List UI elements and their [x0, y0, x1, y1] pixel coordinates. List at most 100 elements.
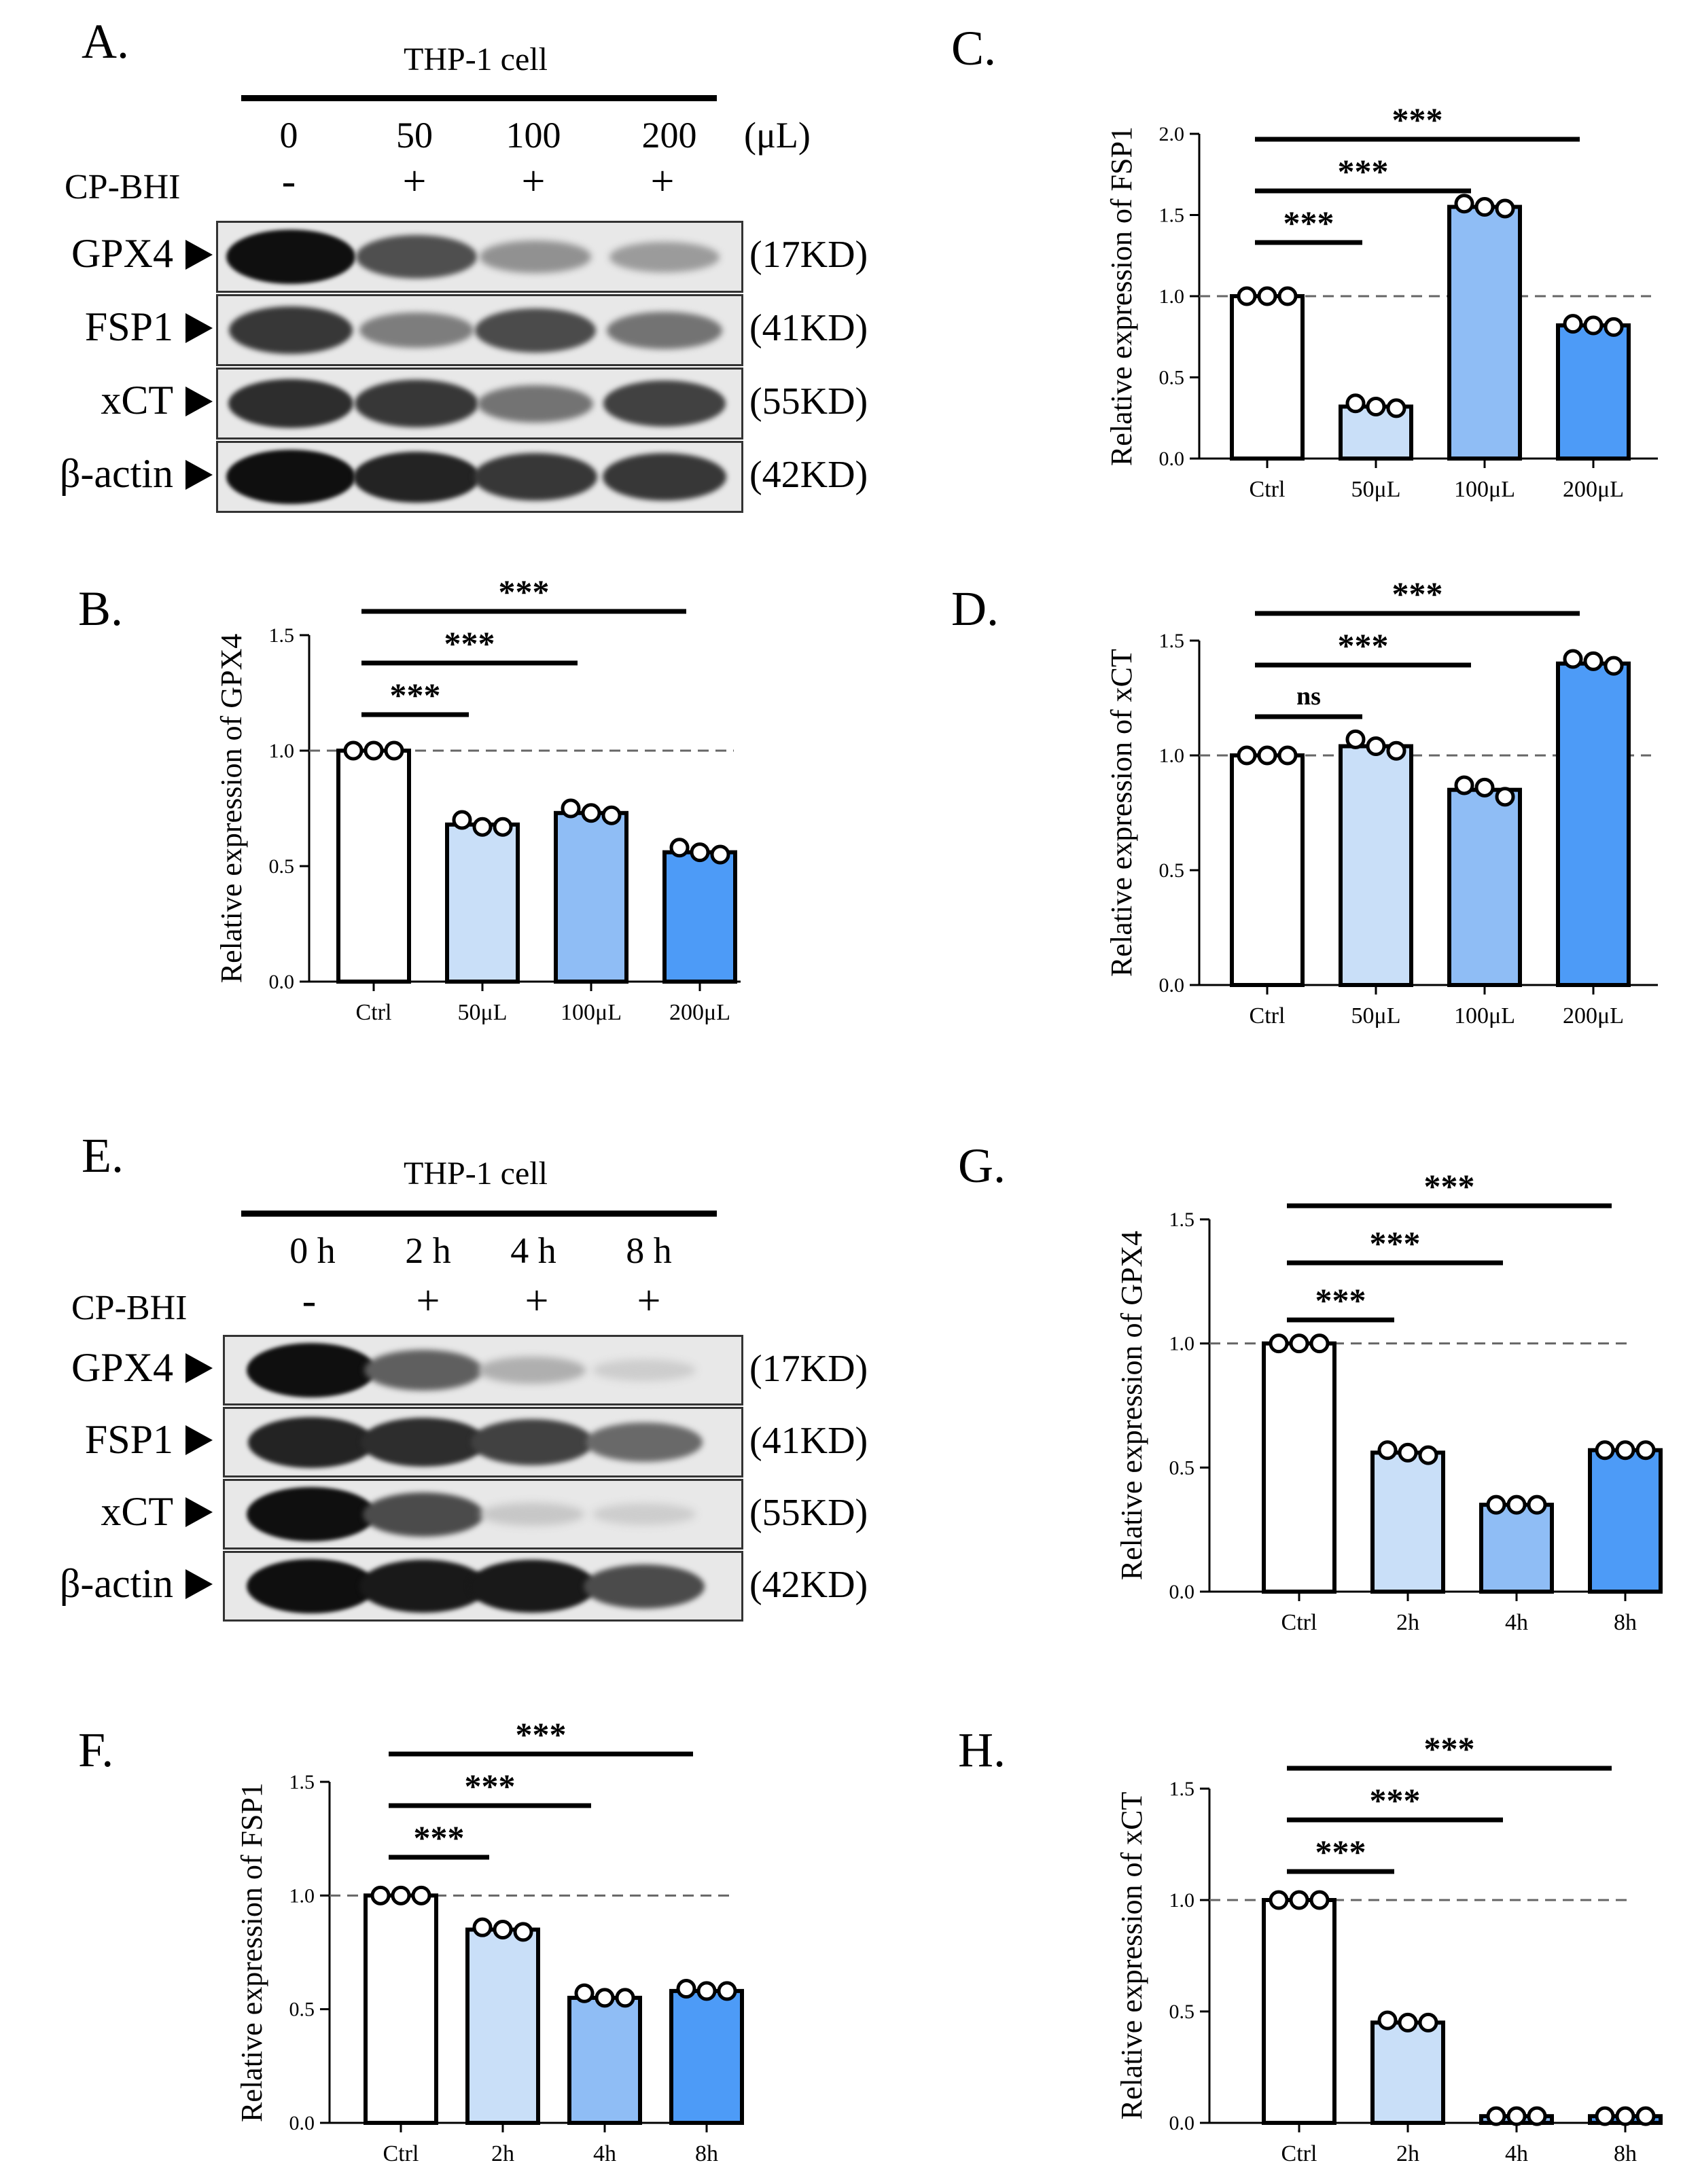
data-point	[1386, 398, 1406, 418]
x-tick-label: Ctrl	[1250, 477, 1286, 502]
data-point	[1474, 197, 1495, 217]
data-point	[1257, 286, 1277, 306]
data-point	[452, 810, 472, 830]
treatment-mark: +	[416, 1278, 440, 1324]
bar	[662, 850, 737, 984]
blot-band	[480, 1503, 584, 1526]
blot-band	[248, 1416, 374, 1468]
lane-label: 100	[506, 115, 561, 156]
bar	[554, 810, 628, 984]
significance-label: ***	[1315, 1281, 1366, 1319]
data-point	[1527, 1494, 1547, 1515]
data-point	[717, 1981, 737, 2001]
kd-label: (42KD)	[749, 454, 868, 496]
bar	[364, 1893, 438, 2125]
protein-label: GPX4	[71, 231, 173, 276]
data-point	[1635, 1440, 1656, 1461]
data-point	[1595, 1440, 1615, 1461]
kd-label: (41KD)	[749, 1420, 868, 1462]
kd-label: (17KD)	[749, 234, 868, 276]
data-point	[581, 803, 601, 823]
bar	[336, 749, 411, 984]
blot-band	[475, 308, 596, 353]
panel-letter: G.	[958, 1139, 1006, 1193]
blot-band	[586, 1422, 703, 1462]
bar	[1447, 204, 1522, 461]
bar	[1447, 787, 1522, 987]
data-point	[1398, 1442, 1418, 1463]
data-point	[1366, 736, 1386, 756]
data-point	[384, 740, 404, 761]
x-tick-label: 100μL	[561, 1000, 622, 1025]
y-tick-label: 1.5	[1159, 204, 1185, 227]
x-tick-label: 50μL	[1351, 1003, 1401, 1028]
blot-band	[364, 1350, 482, 1391]
blot-band-strip	[223, 1407, 743, 1478]
y-tick-label: 0.5	[1159, 859, 1185, 882]
data-point	[1269, 1890, 1289, 1910]
data-point	[472, 817, 493, 837]
x-tick-label: 4h	[1505, 2141, 1528, 2166]
y-tick-label: 0.0	[1169, 1581, 1195, 1603]
blot-band-strip	[216, 294, 743, 366]
panel-letter: D.	[951, 581, 999, 636]
data-point	[1257, 745, 1277, 766]
significance-label: ***	[465, 1767, 516, 1805]
data-point	[391, 1885, 411, 1905]
data-point	[364, 740, 384, 761]
data-point	[676, 1979, 696, 1999]
x-tick-label: Ctrl	[1281, 1610, 1317, 1635]
x-tick-label: 8h	[695, 2141, 718, 2166]
data-point	[1506, 2106, 1527, 2126]
significance-label: ***	[390, 676, 441, 714]
x-tick-label: Ctrl	[356, 1000, 392, 1025]
bar-chart: D. 0.0 0.5 1.0 1.5 Relative expression of xCT…	[951, 575, 1658, 1028]
data-point	[1486, 1494, 1506, 1515]
blot-band	[603, 380, 726, 427]
data-point	[1604, 656, 1624, 676]
bar	[1262, 1341, 1336, 1594]
blot-band	[247, 1559, 376, 1613]
bar	[1556, 323, 1631, 461]
blot-band	[609, 241, 720, 272]
data-point	[493, 1920, 513, 1940]
kd-label: (55KD)	[749, 1492, 868, 1534]
treatment-label: CP-BHI	[71, 1289, 188, 1327]
lane-label: 4 h	[510, 1230, 556, 1271]
data-point	[411, 1885, 431, 1905]
lane-label: 2 h	[405, 1230, 451, 1271]
y-axis-label: Relative expression of xCT	[1105, 649, 1138, 977]
x-tick-label: 200μL	[1563, 1003, 1624, 1028]
x-tick-label: 50μL	[1351, 477, 1401, 502]
y-tick-label: 1.0	[1169, 1333, 1195, 1355]
y-tick-label: 0.5	[289, 1999, 315, 2021]
panel-letter: B.	[78, 581, 123, 636]
blot-band	[478, 384, 593, 423]
data-point	[1289, 1333, 1309, 1354]
data-point	[513, 1922, 533, 1942]
y-tick-label: 0.5	[269, 855, 295, 878]
blot-band	[353, 451, 480, 503]
data-point	[1615, 1440, 1635, 1461]
data-point	[601, 805, 622, 825]
x-tick-label: 4h	[1505, 1610, 1528, 1635]
significance-label: ***	[1424, 1167, 1475, 1205]
lane-label: 200	[641, 115, 697, 156]
blot-e-rule	[241, 1211, 717, 1217]
data-point	[1635, 2106, 1656, 2126]
data-point	[696, 1981, 717, 2001]
data-point	[1398, 2012, 1418, 2033]
y-axis-label: Relative expression of GPX4	[1115, 1231, 1148, 1580]
bar	[445, 822, 520, 984]
y-tick-label: 1.0	[269, 740, 295, 762]
blot-band	[226, 230, 355, 284]
data-point	[1563, 314, 1583, 334]
y-axis-label: Relative expression of xCT	[1115, 1792, 1148, 2120]
blot-band	[592, 1503, 696, 1526]
data-point	[1583, 651, 1604, 671]
x-tick-label: Ctrl	[383, 2141, 419, 2166]
y-tick-label: 2.0	[1159, 123, 1185, 145]
treatment-mark: +	[402, 158, 427, 204]
y-axis-label: Relative expression of FSP1	[1105, 126, 1138, 466]
